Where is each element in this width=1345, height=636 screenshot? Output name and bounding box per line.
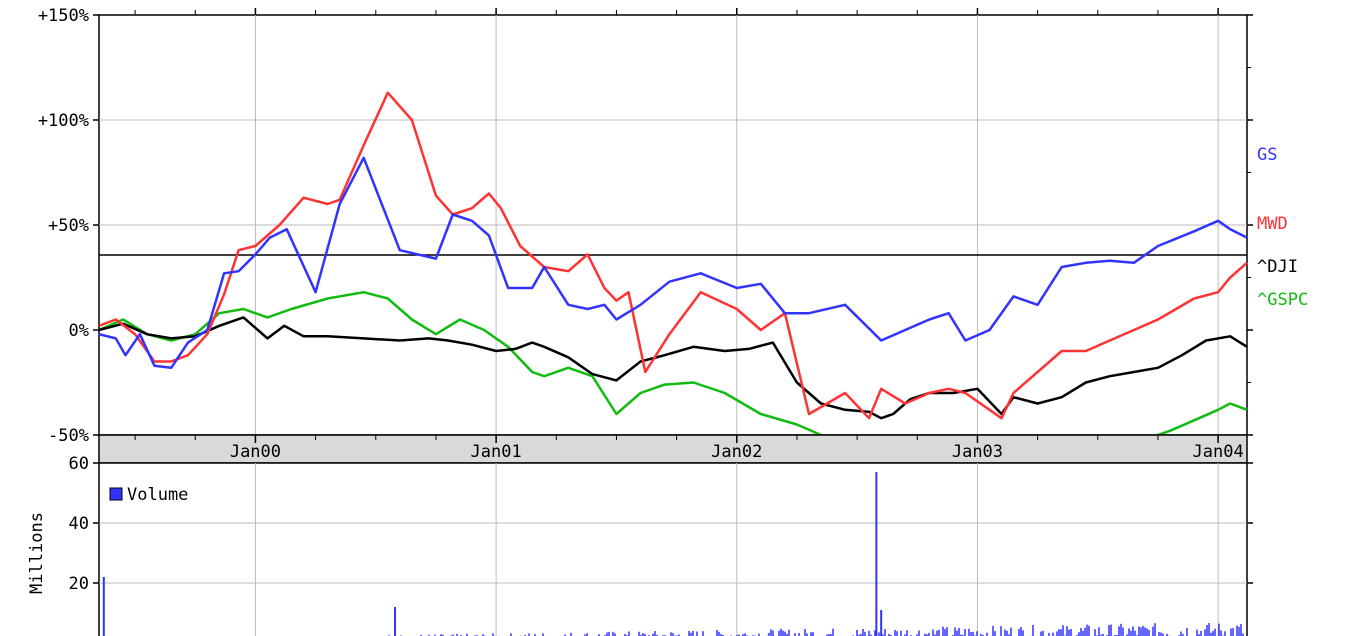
volume-y-axis-label: Millions bbox=[27, 512, 47, 594]
series-labels: GS MWD ^DJI ^GSPC bbox=[1257, 145, 1308, 310]
series-label-mwd: MWD bbox=[1257, 214, 1288, 234]
volume-panel: 6040200 Millions Volume bbox=[27, 454, 1253, 636]
date-tick-label: Jan04 bbox=[1193, 442, 1244, 462]
date-tick-label: Jan01 bbox=[471, 442, 522, 462]
price-y-tick-label: +50% bbox=[48, 216, 89, 236]
volume-legend-swatch bbox=[110, 488, 122, 500]
series-label-dji: ^DJI bbox=[1257, 257, 1298, 277]
price-panel: +150% +100% +50% 0% -50% GS MWD ^DJI ^GSPC bbox=[38, 6, 1308, 473]
price-y-tick-label: +150% bbox=[38, 6, 89, 26]
volume-y-tick-label: 40 bbox=[69, 514, 89, 534]
date-tick-label: Jan03 bbox=[952, 442, 1003, 462]
volume-y-tick-label: 20 bbox=[69, 574, 89, 594]
price-y-tick-label: -50% bbox=[48, 426, 89, 446]
volume-legend-label: Volume bbox=[127, 485, 188, 505]
date-tick-label: Jan02 bbox=[711, 442, 762, 462]
volume-y-tick-label: 60 bbox=[69, 454, 89, 474]
price-y-tick-label: +100% bbox=[38, 111, 89, 131]
series-label-gs: GS bbox=[1257, 145, 1277, 165]
price-y-tick-label: 0% bbox=[69, 321, 89, 341]
date-tick-label: Jan00 bbox=[230, 442, 281, 462]
series-label-gspc: ^GSPC bbox=[1257, 290, 1308, 310]
volume-plot-area bbox=[99, 463, 1247, 636]
